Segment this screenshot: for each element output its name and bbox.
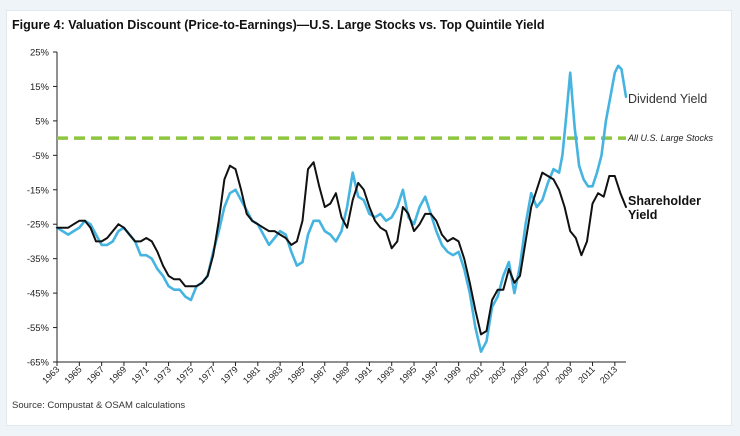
y-tick-label: 25%: [30, 48, 50, 59]
chart-frame: [6, 10, 732, 426]
y-tick-label: -5%: [32, 151, 49, 162]
x-tick-label: 1975: [174, 364, 195, 385]
x-tick-label: 1991: [353, 364, 374, 385]
x-tick-label: 2009: [553, 364, 574, 385]
x-tick-label: 1985: [286, 364, 307, 385]
shareholder-yield-line: [56, 161, 627, 336]
x-tick-label: 1969: [107, 364, 128, 385]
y-tick-label: 15%: [30, 82, 50, 93]
x-tick-label: 1995: [397, 364, 418, 385]
reference-line-label: All U.S. Large Stocks: [627, 133, 714, 143]
y-tick-label: -45%: [27, 289, 50, 300]
dividend-yield-line: [55, 64, 628, 354]
x-tick-label: 2007: [531, 364, 552, 385]
x-tick-label: 1999: [442, 364, 463, 385]
shareholder-yield-label: Shareholder Yield: [628, 194, 701, 222]
x-tick-label: 1983: [263, 364, 284, 385]
y-tick-label: -65%: [27, 358, 50, 369]
y-tick-label: -35%: [27, 254, 50, 265]
x-tick-label: 1997: [420, 364, 441, 385]
y-tick-label: -55%: [27, 323, 50, 334]
x-tick-label: 1981: [241, 364, 262, 385]
x-tick-label: 1989: [330, 364, 351, 385]
x-tick-label: 2001: [464, 364, 485, 385]
y-tick-label: -25%: [27, 220, 50, 231]
x-tick-label: 1977: [196, 364, 217, 385]
dividend-yield-label: Dividend Yield: [628, 92, 707, 106]
x-tick-label: 1967: [85, 364, 106, 385]
chart-title: Figure 4: Valuation Discount (Price-to-E…: [12, 18, 545, 32]
x-tick-label: 2013: [598, 364, 619, 385]
y-tick-label: 5%: [35, 116, 49, 127]
x-tick-label: 2005: [509, 364, 530, 385]
x-tick-label: 1971: [129, 364, 150, 385]
x-tick-label: 1993: [375, 364, 396, 385]
y-tick-label: -15%: [27, 185, 50, 196]
x-tick-label: 1973: [152, 364, 173, 385]
x-tick-label: 1987: [308, 364, 329, 385]
chart-source: Source: Compustat & OSAM calculations: [12, 400, 186, 411]
x-tick-label: 1965: [62, 364, 83, 385]
x-tick-label: 1979: [219, 364, 240, 385]
x-tick-label: 2011: [576, 364, 597, 385]
x-tick-label: 2003: [486, 364, 507, 385]
